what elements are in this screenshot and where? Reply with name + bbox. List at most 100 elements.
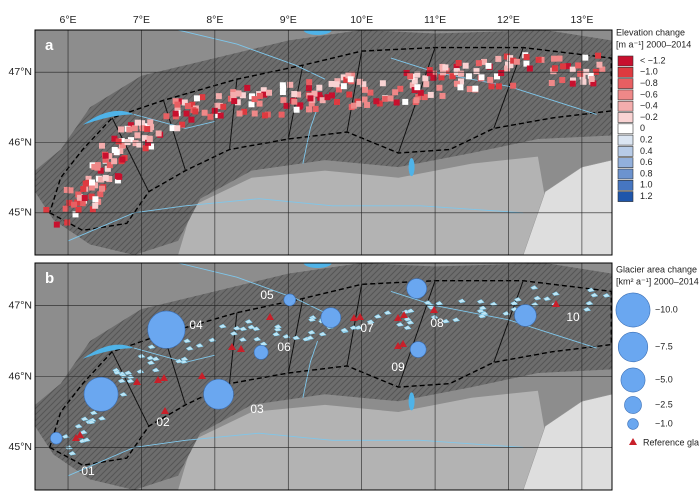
- glacier-cell: [80, 186, 87, 193]
- glacier-cell: [487, 76, 494, 83]
- glacier-cell: [99, 185, 106, 192]
- glacier-cell: [498, 70, 505, 77]
- glacier-outline: [478, 305, 487, 311]
- river: [302, 107, 319, 164]
- glacier-cell: [495, 83, 502, 90]
- y-tick-label: 47°N: [9, 299, 32, 311]
- glacier-cell: [236, 110, 243, 117]
- glacier-cell: [136, 141, 143, 148]
- glacier-outline: [583, 307, 592, 312]
- reference-glacier-marker: [160, 374, 168, 381]
- glacier-cell: [349, 71, 356, 78]
- glacier-cell: [213, 102, 220, 109]
- region-boundary: [346, 284, 363, 366]
- bubbles: [50, 278, 560, 445]
- glacier-cell: [244, 84, 251, 91]
- glacier-cell: [307, 95, 314, 102]
- area-change-bubble: [320, 307, 342, 328]
- reference-glacier-marker: [399, 340, 407, 347]
- glacier-cell: [559, 77, 566, 84]
- legend-label: 0.2: [640, 134, 653, 144]
- glacier-cell: [364, 101, 371, 108]
- glacier-cell: [92, 202, 99, 209]
- glacier-cell: [564, 63, 571, 70]
- glacier-cell: [146, 136, 153, 143]
- reference-glacier-marker: [72, 434, 80, 441]
- glacier-cell: [91, 163, 98, 170]
- legend-label: < −1.2: [640, 55, 666, 65]
- glacier-cell: [462, 62, 469, 69]
- glacier-cell: [580, 78, 587, 85]
- glacier-cell: [346, 91, 353, 98]
- glacier-cell: [119, 142, 126, 149]
- legend-bubble: [615, 292, 651, 328]
- glacier-cell: [189, 101, 196, 108]
- glacier-cell: [169, 125, 176, 132]
- reference-glacier-marker: [356, 313, 364, 320]
- glacier-outline: [543, 296, 552, 301]
- glacier-cell: [439, 63, 446, 70]
- glacier-cell: [583, 68, 590, 75]
- glacier-outline: [273, 324, 282, 329]
- reference-glacier-marker: [154, 376, 162, 383]
- glacier-cell: [147, 119, 154, 126]
- legend-title: Glacier area change: [616, 264, 697, 274]
- glacier-cell: [397, 85, 404, 92]
- glacier-cell: [126, 126, 133, 133]
- reference-glacier-marker: [161, 407, 169, 414]
- region-boundary: [397, 280, 436, 388]
- glacier-cell: [495, 55, 502, 62]
- glacier-outline: [253, 336, 262, 342]
- glacier-outline: [457, 298, 466, 304]
- glacier-cell: [569, 66, 576, 73]
- glacier-cell: [64, 219, 71, 226]
- legend-label: −10.0: [655, 304, 678, 314]
- glacier-outline: [373, 314, 382, 319]
- x-tick-label: 11°E: [424, 14, 446, 26]
- glacier-cell: [599, 66, 606, 73]
- glacier-cell: [569, 77, 576, 84]
- glacier-cell: [306, 106, 313, 113]
- glacier-outline: [318, 331, 327, 337]
- lake-garda: [408, 392, 415, 411]
- glacier-cell: [523, 53, 530, 60]
- glacier-cell: [53, 221, 60, 228]
- glacier-cell: [324, 94, 331, 101]
- legend-title: Elevation change: [616, 27, 685, 37]
- glacier-cell: [535, 56, 542, 63]
- legend-label: −5.0: [655, 374, 673, 384]
- map-panel: [35, 30, 612, 255]
- glacier-cell: [207, 113, 214, 120]
- glacier-cell: [102, 156, 109, 163]
- region-boundary: [111, 351, 150, 427]
- glacier-cell: [427, 91, 434, 98]
- glacier-cell: [503, 53, 510, 60]
- glacier-cell: [102, 152, 109, 159]
- glacier-cell: [172, 110, 179, 117]
- glacier-cell: [551, 55, 558, 62]
- glacier-cell: [141, 135, 148, 142]
- panel-frame: [34, 262, 613, 491]
- glacier-cell: [426, 67, 433, 74]
- glacier-cell: [426, 70, 433, 77]
- glacier-cell: [333, 81, 340, 88]
- glacier-outline: [175, 358, 183, 364]
- legend-swatch: [617, 112, 634, 123]
- glacier-cell: [72, 211, 79, 218]
- glacier-outline: [79, 429, 88, 435]
- glacier-cell: [199, 94, 206, 101]
- area-change-bubble: [147, 310, 186, 349]
- area-change-bubble: [409, 341, 427, 358]
- glacier-outline: [238, 337, 247, 342]
- glacier-cell: [335, 86, 342, 93]
- glacier-cell: [582, 54, 589, 61]
- region-boundary: [163, 100, 186, 171]
- glacier-outline: [551, 291, 560, 296]
- glacier-cell: [142, 145, 149, 152]
- glacier-cell: [235, 90, 242, 97]
- glacier-cell: [551, 65, 558, 72]
- glacier-cell: [172, 98, 179, 105]
- legend-label: −0.6: [640, 89, 658, 99]
- glacier-cell: [414, 84, 421, 91]
- glacier-cell: [504, 65, 511, 72]
